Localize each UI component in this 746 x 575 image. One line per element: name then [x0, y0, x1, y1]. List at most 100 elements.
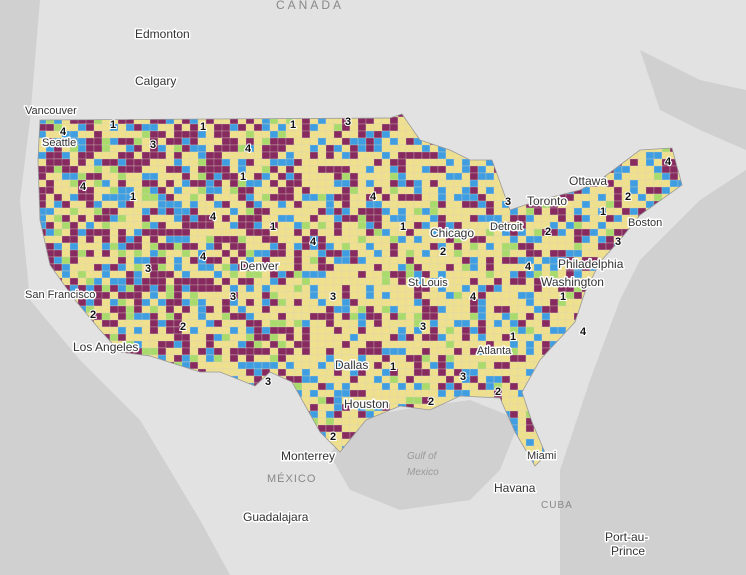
- county-cell: [101, 172, 111, 181]
- county-cell: [333, 151, 343, 160]
- county-cell: [317, 354, 327, 363]
- city-label: Calgary: [135, 74, 176, 88]
- county-cell: [405, 221, 415, 230]
- county-cell: [301, 354, 311, 363]
- county-cell: [493, 319, 503, 328]
- county-cell: [357, 375, 367, 384]
- county-cell: [389, 256, 399, 265]
- county-cell: [445, 333, 455, 342]
- county-cell: [285, 340, 295, 349]
- county-cell: [181, 354, 191, 363]
- county-cell: [125, 207, 135, 216]
- county-cell: [437, 165, 447, 174]
- county-cell: [253, 151, 263, 160]
- county-cell: [461, 312, 471, 321]
- county-cell: [349, 123, 359, 132]
- county-cell: [69, 263, 79, 272]
- county-cell: [165, 305, 175, 314]
- county-cell: [533, 298, 543, 307]
- county-cell: [469, 277, 479, 286]
- county-cell: [309, 123, 319, 132]
- county-cell: [373, 326, 383, 335]
- city-label: Los Angeles: [73, 340, 138, 354]
- county-cell: [77, 151, 87, 160]
- county-cell: [357, 291, 367, 300]
- county-cell: [413, 186, 423, 195]
- county-cell: [93, 200, 103, 209]
- county-cell: [181, 123, 191, 132]
- county-cell: [389, 396, 399, 405]
- county-cell: [365, 130, 375, 139]
- county-cell: [493, 186, 503, 195]
- county-cell: [141, 326, 151, 335]
- county-cell: [557, 235, 567, 244]
- county-cell: [485, 256, 495, 265]
- county-cell: [453, 242, 463, 251]
- county-cell: [301, 277, 311, 286]
- county-cell: [397, 270, 407, 279]
- city-label: Seattle: [42, 137, 76, 149]
- county-cell: [501, 375, 511, 384]
- county-cell: [501, 333, 511, 342]
- city-label: Edmonton: [135, 27, 190, 41]
- county-cell: [517, 284, 527, 293]
- county-cell: [549, 291, 559, 300]
- county-cell: [149, 249, 159, 258]
- county-cell: [493, 249, 503, 258]
- county-cell: [605, 228, 615, 237]
- county-cell: [349, 270, 359, 279]
- county-cell: [413, 340, 423, 349]
- county-cell: [85, 214, 95, 223]
- county-cell: [381, 319, 391, 328]
- county-cell: [45, 186, 55, 195]
- county-cell: [317, 347, 327, 356]
- county-cell: [405, 200, 415, 209]
- county-cell: [397, 277, 407, 286]
- county-cell: [229, 123, 239, 132]
- county-cell: [149, 312, 159, 321]
- county-cell: [413, 312, 423, 321]
- county-cell: [317, 305, 327, 314]
- county-cell: [109, 298, 119, 307]
- county-cell: [541, 312, 551, 321]
- county-cell: [157, 130, 167, 139]
- county-cell: [341, 326, 351, 335]
- county-cell: [349, 312, 359, 321]
- county-cell: [589, 214, 599, 223]
- county-cell: [357, 382, 367, 391]
- county-cell: [461, 291, 471, 300]
- county-cell: [261, 123, 271, 132]
- county-cell: [229, 368, 239, 377]
- county-cell: [405, 207, 415, 216]
- county-cell: [301, 186, 311, 195]
- county-label: 3: [460, 371, 466, 383]
- county-cell: [405, 151, 415, 160]
- county-cell: [501, 368, 511, 377]
- county-cell: [381, 130, 391, 139]
- county-cell: [325, 396, 335, 405]
- county-label: 2: [440, 246, 446, 258]
- county-cell: [573, 214, 583, 223]
- county-cell: [605, 193, 615, 202]
- county-cell: [349, 214, 359, 223]
- county-cell: [85, 200, 95, 209]
- county-cell: [413, 333, 423, 342]
- county-cell: [205, 312, 215, 321]
- county-cell: [333, 389, 343, 398]
- county-cell: [261, 354, 271, 363]
- county-cell: [677, 179, 682, 188]
- county-cell: [165, 123, 175, 132]
- county-cell: [357, 249, 367, 258]
- county-cell: [261, 242, 271, 251]
- county-cell: [581, 228, 591, 237]
- county-cell: [341, 207, 351, 216]
- county-cell: [381, 382, 391, 391]
- county-cell: [661, 186, 671, 195]
- county-cell: [581, 242, 591, 251]
- county-cell: [53, 193, 63, 202]
- county-cell: [429, 249, 439, 258]
- county-cell: [501, 361, 511, 370]
- county-cell: [85, 193, 95, 202]
- county-cell: [445, 242, 455, 251]
- county-cell: [325, 263, 335, 272]
